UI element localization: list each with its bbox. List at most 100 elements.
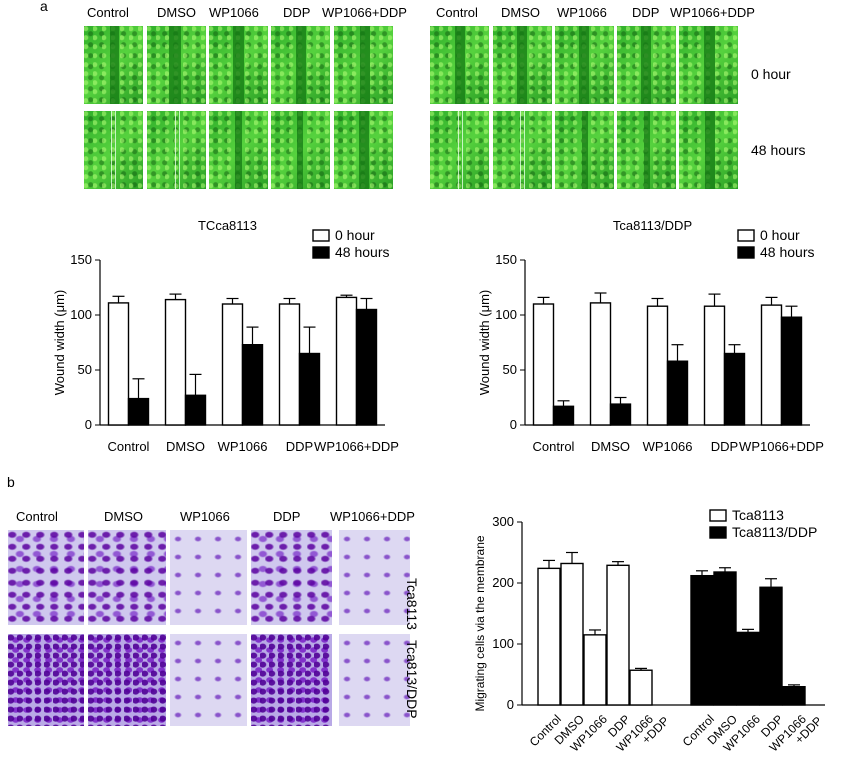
bar-forty-eight-hours bbox=[666, 360, 689, 426]
wound-image-left-combo-0h bbox=[334, 26, 393, 104]
transwell-image-tca813ddp-wp1066 bbox=[170, 634, 247, 726]
bar-forty-eight-hours bbox=[241, 343, 264, 426]
wound-header-left-wp1066: WP1066 bbox=[209, 5, 259, 20]
y-tick-label: 150 bbox=[495, 252, 517, 267]
wound-image-right-control-48h bbox=[430, 111, 489, 189]
wound-image-right-combo-0h bbox=[679, 26, 738, 104]
wound-image-right-ddp-0h bbox=[617, 26, 676, 104]
bar-tca8113 bbox=[537, 567, 561, 706]
x-tick-label: WP1066 bbox=[643, 439, 693, 454]
y-tick-label: 0 bbox=[85, 417, 92, 432]
wound-image-left-ddp-48h bbox=[271, 111, 330, 189]
wound-image-right-control-0h bbox=[430, 26, 489, 104]
bar-forty-eight-hours bbox=[780, 316, 803, 426]
chart-title: Tca8113/DDP bbox=[613, 218, 692, 233]
bar-zero-hour bbox=[646, 305, 669, 426]
time-label-0h: 0 hour bbox=[751, 66, 791, 82]
x-tick-label: Control bbox=[108, 439, 150, 454]
wound-image-right-ddp-48h bbox=[617, 111, 676, 189]
transwell-image-tca813ddp-combo bbox=[339, 634, 410, 726]
bar-zero-hour bbox=[532, 303, 555, 426]
legend-label: Tca8113 bbox=[732, 507, 784, 523]
transwell-image-tca8113-dmso bbox=[88, 530, 166, 625]
wound-image-left-wp1066-48h bbox=[209, 111, 268, 189]
transwell-image-tca813ddp-ddp bbox=[251, 634, 332, 726]
transwell-image-tca8113-ddp bbox=[251, 530, 332, 625]
wound-width-chart-tcca8113: TCca8113 0 50 100 150 Wound width (μm) Control… bbox=[52, 218, 399, 454]
row-label-tca8113: Tca8113 bbox=[404, 578, 420, 630]
wound-header-left-ddp: DDP bbox=[283, 5, 311, 20]
bar-forty-eight-hours bbox=[609, 403, 632, 426]
y-tick-label: 300 bbox=[492, 514, 514, 529]
bar-zero-hour bbox=[589, 302, 612, 426]
legend-swatch bbox=[709, 526, 727, 539]
wound-header-right-combo: WP1066+DDP bbox=[670, 5, 755, 20]
y-axis-label: Migrating cells via the membrane bbox=[473, 535, 487, 711]
y-tick-label: 50 bbox=[503, 362, 517, 377]
bar-zero-hour bbox=[760, 304, 783, 426]
wound-image-left-combo-48h bbox=[334, 111, 393, 189]
x-tick-label: DDP bbox=[286, 439, 313, 454]
wound-header-right-dmso: DMSO bbox=[501, 5, 540, 20]
transwell-header-wp1066: WP1066 bbox=[180, 509, 230, 524]
wound-header-right-ddp: DDP bbox=[632, 5, 660, 20]
y-tick-label: 0 bbox=[510, 417, 517, 432]
y-tick-label: 100 bbox=[70, 307, 92, 322]
bar-tca8113 bbox=[583, 634, 607, 706]
x-tick-label: WP1066 bbox=[218, 439, 268, 454]
bar-tca8113 bbox=[560, 562, 584, 706]
bar-zero-hour bbox=[221, 303, 244, 426]
transwell-image-tca8113-wp1066 bbox=[170, 530, 247, 625]
wound-image-right-wp1066-0h bbox=[555, 26, 614, 104]
transwell-header-ddp: DDP bbox=[273, 509, 301, 524]
wound-header-left-combo: WP1066+DDP bbox=[322, 5, 407, 20]
wound-image-left-control-48h bbox=[84, 111, 143, 189]
wound-image-left-wp1066-0h bbox=[209, 26, 268, 104]
legend-swatch bbox=[737, 229, 755, 242]
legend-swatch bbox=[737, 246, 755, 259]
y-tick-label: 200 bbox=[492, 575, 514, 590]
wound-image-left-dmso-0h bbox=[147, 26, 206, 104]
x-tick-label: DMSO bbox=[166, 439, 205, 454]
wound-header-left-dmso: DMSO bbox=[157, 5, 196, 20]
y-tick-label: 150 bbox=[70, 252, 92, 267]
legend-label: 48 hours bbox=[335, 244, 389, 260]
transwell-image-tca813ddp-control bbox=[8, 634, 84, 726]
bar-tca8113-ddp bbox=[782, 685, 806, 706]
wound-image-right-wp1066-48h bbox=[555, 111, 614, 189]
wound-header-right-control: Control bbox=[436, 5, 478, 20]
y-axis-label: Wound width (μm) bbox=[477, 290, 492, 396]
wound-image-left-dmso-48h bbox=[147, 111, 206, 189]
legend-swatch bbox=[709, 509, 727, 522]
bar-forty-eight-hours bbox=[127, 397, 150, 426]
bar-tca8113-ddp bbox=[713, 571, 737, 706]
y-tick-label: 100 bbox=[495, 307, 517, 322]
transwell-header-control: Control bbox=[16, 509, 58, 524]
migration-chart: 0 100 200 300 Migrating cells via the membra… bbox=[473, 507, 825, 754]
transwell-image-tca8113-combo bbox=[339, 530, 410, 625]
transwell-image-tca813ddp-dmso bbox=[88, 634, 166, 726]
wound-image-left-ddp-0h bbox=[271, 26, 330, 104]
panel-b-letter: b bbox=[7, 474, 15, 490]
bar-forty-eight-hours bbox=[355, 308, 378, 426]
x-tick-label: DMSO bbox=[591, 439, 630, 454]
legend-label: 0 hour bbox=[760, 227, 800, 243]
wound-image-right-dmso-0h bbox=[493, 26, 552, 104]
x-tick-label: WP1066+DDP bbox=[739, 439, 824, 454]
wound-image-right-combo-48h bbox=[679, 111, 738, 189]
y-tick-label: 0 bbox=[507, 697, 514, 712]
x-tick-label: WP1066+DDP bbox=[314, 439, 399, 454]
bar-forty-eight-hours bbox=[184, 394, 207, 426]
time-label-48h: 48 hours bbox=[751, 142, 806, 158]
bar-forty-eight-hours bbox=[723, 352, 746, 426]
bar-tca8113-ddp bbox=[759, 586, 783, 706]
bar-tca8113 bbox=[606, 564, 630, 706]
y-tick-label: 100 bbox=[492, 636, 514, 651]
chart-title: TCca8113 bbox=[198, 218, 257, 233]
bar-zero-hour bbox=[335, 296, 358, 426]
legend-label: 0 hour bbox=[335, 227, 375, 243]
bar-tca8113-ddp bbox=[736, 631, 760, 706]
bar-zero-hour bbox=[164, 298, 187, 426]
panel-a-letter: a bbox=[40, 0, 48, 14]
bar-tca8113 bbox=[629, 669, 653, 706]
